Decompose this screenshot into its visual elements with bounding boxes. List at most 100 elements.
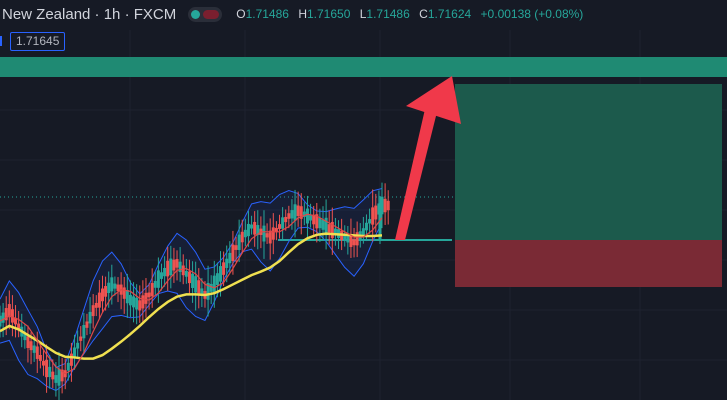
candle (178, 247, 182, 282)
chart-header: New Zealand · 1h · FXCM O1.71486 H1.7165… (0, 0, 727, 28)
candle (296, 191, 300, 227)
target-band[interactable] (0, 57, 727, 77)
candle (299, 193, 303, 235)
candle (187, 259, 191, 295)
candle (355, 221, 359, 258)
moving-average-slow (0, 232, 383, 360)
candlesticks (0, 182, 390, 400)
candle (147, 283, 151, 310)
candle (349, 218, 353, 258)
candle (82, 313, 86, 354)
candle (209, 275, 213, 304)
candle (262, 210, 266, 259)
candle (278, 214, 282, 239)
candle (159, 263, 163, 291)
candle (206, 265, 210, 317)
candle (132, 282, 136, 323)
candle (104, 276, 108, 311)
candle (287, 205, 291, 229)
candle (243, 218, 247, 247)
candle (97, 280, 101, 320)
candle (309, 203, 313, 228)
candle (352, 227, 356, 258)
candle (135, 284, 139, 325)
close-label: C (419, 7, 428, 21)
candle (271, 213, 275, 255)
candle (361, 216, 365, 244)
candle (51, 359, 55, 388)
symbol-title[interactable]: New Zealand · 1h · FXCM (2, 5, 177, 23)
candle (293, 189, 297, 238)
candle (45, 344, 49, 393)
candle (327, 210, 331, 245)
candle (122, 277, 126, 314)
candle (125, 273, 129, 318)
candle (166, 246, 170, 291)
candle (14, 305, 18, 338)
candle (234, 236, 238, 263)
candle (191, 261, 195, 303)
open-label: O (236, 7, 246, 21)
candle (54, 362, 58, 397)
candle (305, 195, 309, 240)
visibility-toggle-icon[interactable] (188, 6, 223, 22)
candle (38, 345, 42, 369)
candle (237, 219, 241, 263)
candle (346, 225, 350, 255)
candle (222, 251, 226, 286)
candle (256, 210, 260, 250)
candle (368, 208, 372, 234)
candle (200, 277, 204, 308)
candle (60, 357, 64, 394)
profit-zone[interactable] (455, 84, 722, 240)
candle (246, 210, 250, 247)
target-arrow-icon (395, 76, 461, 240)
moving-average-fast (0, 213, 383, 375)
candle (150, 268, 154, 308)
candle (85, 313, 89, 336)
candle (212, 260, 216, 308)
candle (383, 183, 387, 225)
candle (184, 258, 188, 284)
candle (17, 310, 21, 338)
price-tag[interactable]: 1.71645 (10, 32, 66, 51)
candle (91, 294, 95, 329)
candle (290, 199, 294, 230)
candle (153, 271, 157, 296)
candle (386, 190, 390, 225)
candle (274, 221, 278, 241)
candle (110, 264, 114, 305)
candle (324, 199, 328, 250)
candle (318, 208, 322, 242)
candle (116, 277, 120, 303)
candle (113, 276, 117, 296)
candle (26, 325, 30, 363)
candle (172, 247, 176, 283)
close-value: 1.71624 (427, 7, 472, 21)
candle (141, 280, 145, 324)
ohlc-readout: O1.71486 H1.71650 L1.71486 C1.71624 +0.0… (236, 7, 583, 21)
candle (380, 182, 384, 229)
candle (250, 215, 254, 235)
candle (48, 355, 52, 389)
candle (57, 351, 61, 400)
candle (100, 275, 104, 313)
candle (138, 285, 142, 323)
candle (228, 241, 232, 273)
candle (333, 217, 337, 246)
high-label: H (298, 7, 307, 21)
candle (265, 223, 269, 244)
candle (128, 280, 132, 318)
candle (284, 209, 288, 231)
candle (330, 207, 334, 255)
candle (253, 211, 257, 247)
loss-zone[interactable] (455, 240, 722, 287)
candle (225, 245, 229, 283)
candle (268, 218, 272, 260)
open-value: 1.71486 (245, 7, 289, 21)
change-value: +0.00138 (+0.08%) (480, 7, 584, 21)
candle (66, 354, 70, 381)
low-label: L (359, 7, 367, 21)
